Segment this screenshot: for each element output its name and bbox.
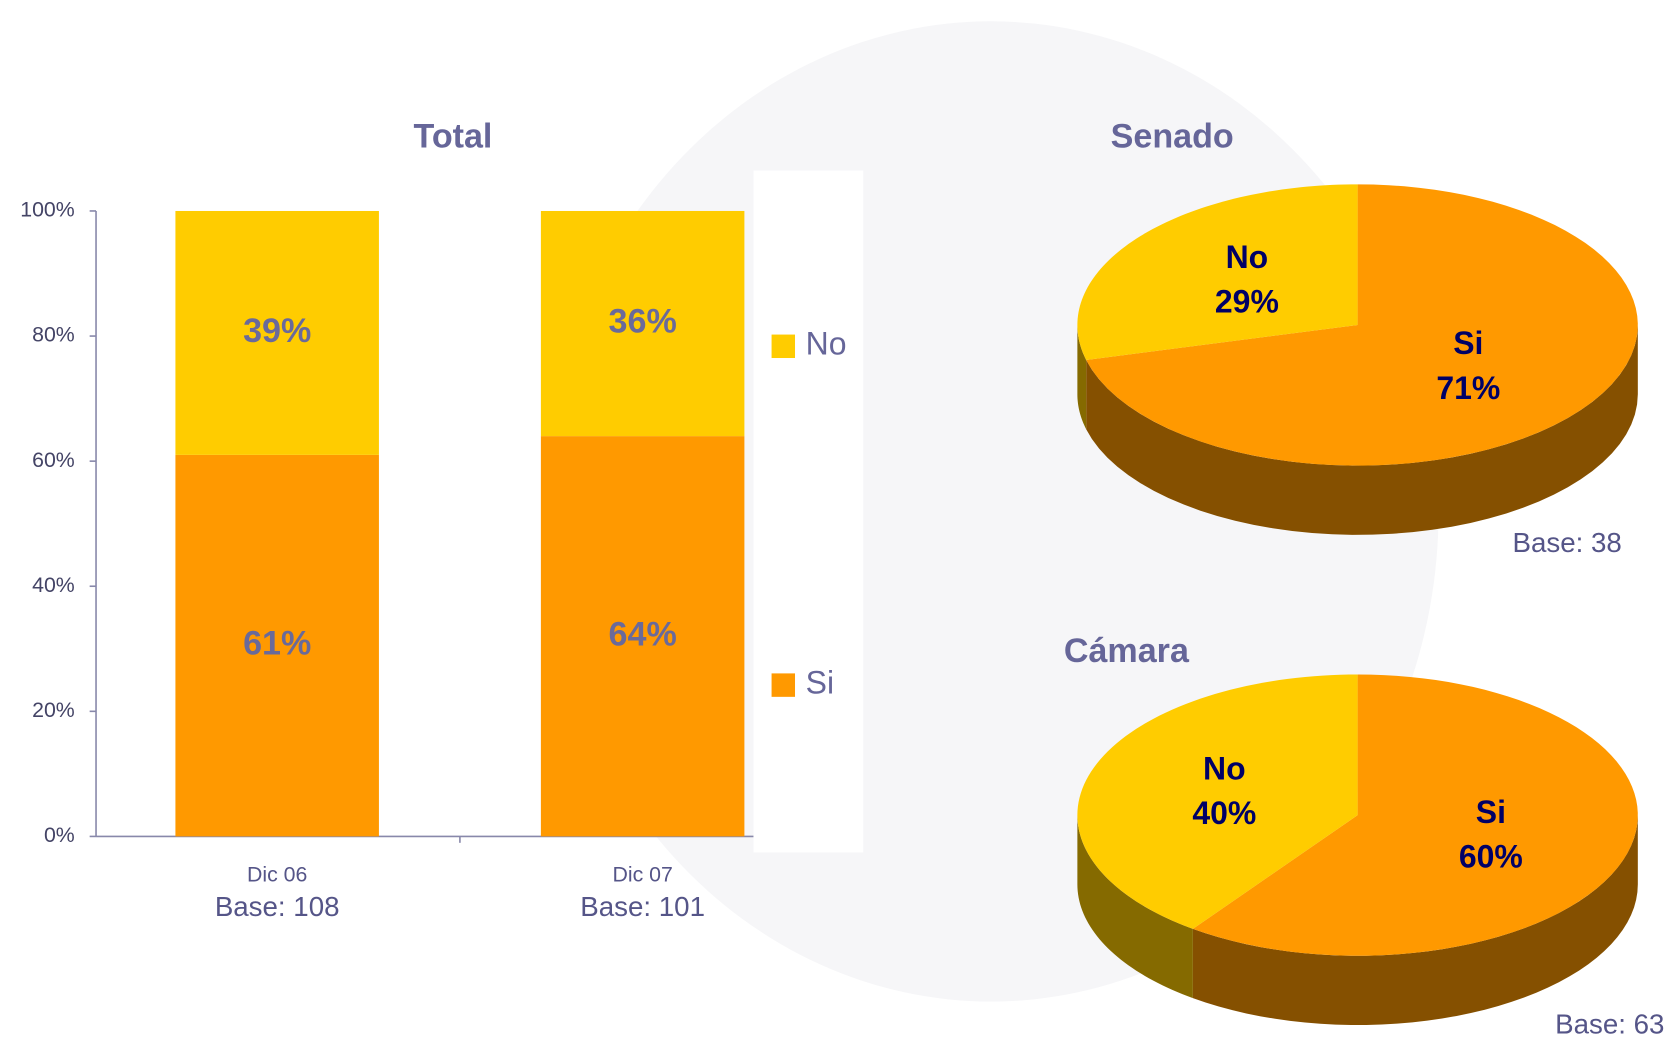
legend-label: No — [806, 326, 847, 362]
slice-name: No — [1226, 239, 1269, 275]
y-tick-label: 0% — [44, 823, 75, 847]
data-label: 60% — [1459, 839, 1523, 875]
x-tick-label: Dic 06 — [247, 862, 307, 886]
y-tick-label: 60% — [32, 448, 75, 472]
data-label: 39% — [243, 312, 311, 350]
pie-side — [1077, 324, 1087, 430]
bar-segment — [175, 454, 379, 837]
pie-side — [1192, 815, 1638, 1025]
chart-title: Senado — [1111, 118, 1234, 156]
pie-slice — [1077, 184, 1358, 360]
data-label: 64% — [609, 615, 677, 653]
pie-slice — [1192, 674, 1638, 956]
slice-name: Si — [1453, 325, 1483, 361]
slice-name: No — [1203, 750, 1246, 786]
data-label: 61% — [243, 625, 311, 663]
data-label: 29% — [1215, 284, 1279, 320]
base-label: Base: 38 — [1513, 527, 1622, 558]
legend-swatch — [771, 673, 796, 697]
y-tick-label: 40% — [32, 573, 75, 597]
y-tick-label: 80% — [32, 323, 75, 347]
base-label: Base: 101 — [580, 891, 705, 922]
y-tick-label: 20% — [32, 698, 75, 722]
chart-title: Total — [414, 118, 493, 156]
bar-segment — [540, 436, 745, 837]
legend-label: Si — [806, 665, 834, 701]
chart-title: Cámara — [1064, 632, 1190, 670]
base-label: Base: 108 — [215, 891, 340, 922]
legend-box — [753, 170, 864, 853]
pie-side — [1086, 324, 1638, 535]
pie-slice — [1086, 184, 1638, 466]
bar-segment — [175, 210, 379, 455]
bar-segment — [540, 210, 745, 437]
pie-side — [1077, 815, 1193, 999]
data-label: 71% — [1436, 370, 1500, 406]
data-label: 40% — [1192, 795, 1256, 831]
legend-swatch — [771, 334, 796, 359]
y-tick-label: 100% — [20, 198, 75, 222]
pie-slice — [1077, 674, 1358, 929]
base-label: Base: 63 — [1555, 1008, 1664, 1039]
x-tick-label: Dic 07 — [612, 862, 672, 886]
data-label: 36% — [609, 303, 677, 341]
slice-name: Si — [1476, 794, 1506, 830]
